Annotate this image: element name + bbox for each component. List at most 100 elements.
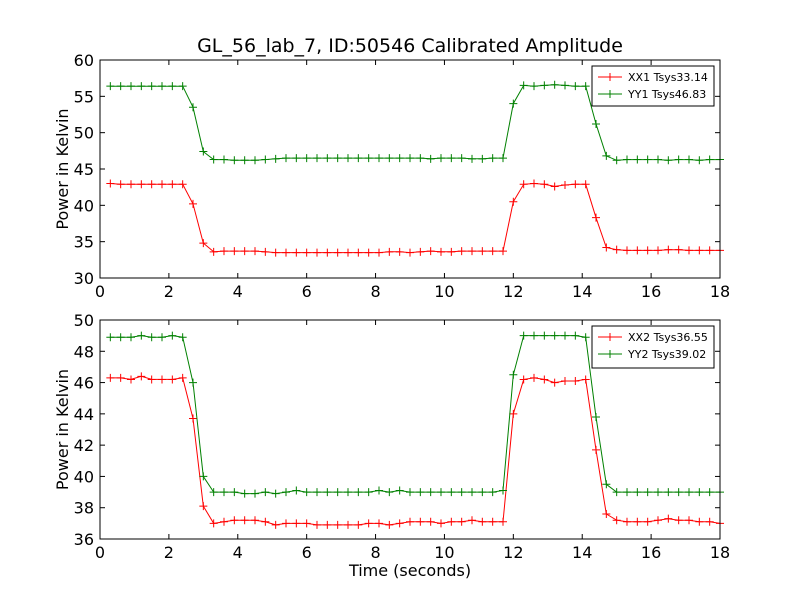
bottom-series-2-point [664, 488, 673, 497]
bottom-series-2-point [499, 486, 507, 495]
top-series-1-point [313, 248, 321, 257]
top-series-1-point [509, 197, 518, 206]
bottom-series-2-point [230, 488, 239, 497]
bottom-series-2-point [323, 488, 332, 497]
top-series-1-point [158, 180, 166, 189]
top-series-1-point [189, 199, 197, 208]
bottom-series-1-point [271, 520, 280, 529]
top-series-2-point [323, 154, 332, 163]
bottom-series-1-point [178, 373, 187, 382]
bottom-series-2-point [540, 331, 549, 340]
top-y-tick-label: 50 [74, 124, 94, 143]
bottom-series-2-point [189, 378, 197, 387]
bottom-series-1-point [468, 516, 476, 525]
top-series-1-point [530, 179, 538, 188]
top-series-2-point [499, 154, 507, 163]
bottom-y-axis-label: Power in Kelvin [53, 369, 72, 490]
top-series-1-point [674, 245, 683, 254]
bottom-series-2-point [333, 488, 342, 497]
top-y-tick-label: 60 [74, 51, 94, 70]
bottom-series-1-point [240, 516, 249, 525]
bottom-legend-label-1: XX2 Tsys36.55 [628, 331, 708, 344]
bottom-series-2-point [612, 488, 621, 497]
top-x-tick-label: 2 [164, 282, 174, 301]
top-series-2-point [530, 82, 538, 91]
top-series-1-point [364, 248, 373, 257]
bottom-x-tick-label: 4 [233, 543, 243, 562]
top-series-1-point [561, 180, 569, 189]
bottom-series-2-point [550, 331, 559, 340]
bottom-series-1-point [158, 375, 166, 384]
top-series-2-point [592, 119, 600, 128]
top-series-2-point [116, 82, 125, 91]
top-series-2-point [612, 156, 621, 165]
bottom-series-2-point [674, 488, 683, 497]
bottom-series-1-point [302, 519, 311, 528]
top-series-1-point [550, 182, 559, 191]
bottom-x-tick-label: 2 [164, 543, 174, 562]
top-legend-marker-1 [606, 73, 614, 81]
bottom-series-1-point [581, 375, 590, 384]
top-series-2-point [550, 80, 559, 89]
top-series-2-point [209, 155, 218, 164]
top-series-2-point [106, 82, 115, 91]
bottom-y-tick-label: 38 [74, 499, 94, 518]
top-series-2-point [220, 155, 228, 164]
top-series-1-point [251, 247, 259, 256]
top-series-1-point [354, 248, 363, 257]
bottom-series-1-point [447, 517, 456, 526]
bottom-series-1-point [127, 375, 135, 384]
bottom-series-1-point [344, 520, 352, 529]
bottom-x-tick-label: 6 [302, 543, 312, 562]
top-series-2-point [540, 81, 549, 90]
top-series-2-point [478, 154, 487, 163]
top-x-tick-label: 4 [233, 282, 243, 301]
top-series-2-point [685, 155, 693, 164]
top-series-2-point [654, 155, 662, 164]
bottom-series-2-point [633, 488, 642, 497]
top-series-2-point [437, 154, 445, 163]
bottom-series-1-point [282, 519, 290, 528]
bottom-series-2-point [602, 480, 611, 489]
top-series-1-point [664, 245, 673, 254]
top-series-1-point [540, 180, 549, 189]
top-series-1-point [106, 179, 115, 188]
bottom-legend-box [591, 325, 715, 369]
top-y-axis-label: Power in Kelvin [53, 108, 72, 229]
bottom-series-1-point [488, 517, 497, 526]
top-series-2-point [282, 154, 290, 163]
top-x-tick-label: 10 [434, 282, 454, 301]
top-series-2-point [416, 154, 425, 163]
top-series-2-point [354, 154, 363, 163]
top-series-2-point [261, 155, 270, 164]
bottom-series-1-point [220, 517, 228, 526]
bottom-series-1-point [705, 517, 714, 526]
bottom-series-1-point [509, 409, 518, 418]
bottom-series-1-point [571, 377, 580, 386]
top-x-tick-label: 14 [572, 282, 592, 301]
bottom-x-tick-label: 0 [95, 543, 105, 562]
top-series-2-point [406, 154, 414, 163]
top-series-1-point [240, 247, 249, 256]
top-panel: 0 2 4 6 8 10 12 14 16 18 30 35 40 45 50 55 60 Power in Ke… [53, 51, 730, 301]
bottom-series-1-point [209, 519, 218, 528]
top-series-1-point [705, 246, 714, 255]
bottom-series-1-point [457, 517, 466, 526]
bottom-series-1-point [643, 517, 652, 526]
top-series-1-point [623, 246, 631, 255]
top-series-1-point [457, 247, 466, 256]
bottom-series-1-point [116, 373, 125, 382]
bottom-series-2-point [581, 333, 590, 342]
top-series-1-point [199, 239, 208, 248]
bottom-series-2-point [437, 488, 445, 497]
top-series-1-point [499, 247, 507, 256]
bottom-series-1-point [530, 373, 538, 382]
top-series-1-point [178, 180, 187, 189]
bottom-series-1-point [354, 520, 363, 529]
top-series-1-point [468, 247, 476, 256]
top-legend-marker-2 [606, 90, 614, 98]
top-series-2-point [251, 156, 259, 165]
top-series-1-point [209, 247, 218, 256]
top-series-2-point [385, 154, 394, 163]
